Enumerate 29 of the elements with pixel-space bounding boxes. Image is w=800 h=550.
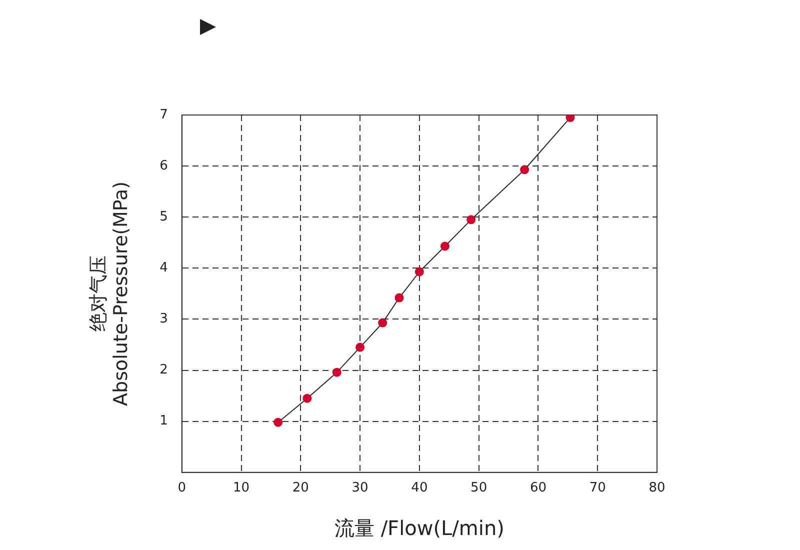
- y-tick-label: 7: [160, 107, 168, 122]
- point: [440, 242, 450, 251]
- x-tick-label: 20: [292, 480, 309, 496]
- x-axis-title: 流量 /Flow(L/min): [334, 516, 504, 540]
- y-tick-label: 2: [160, 362, 168, 378]
- y-axis-title: 绝对气压 Absolute-Pressure(MPa): [87, 181, 132, 406]
- x-tick-label: 80: [648, 480, 666, 496]
- point: [566, 115, 575, 122]
- x-tick-label: 0: [178, 480, 186, 496]
- x-tick-label: 70: [589, 480, 606, 496]
- point: [466, 215, 476, 224]
- y-tick-label: 6: [160, 158, 168, 174]
- x-tick-label: 50: [470, 480, 488, 496]
- x-tick-label: 30: [352, 480, 368, 496]
- point: [302, 394, 312, 403]
- point: [394, 293, 404, 302]
- point: [414, 267, 424, 276]
- point: [274, 418, 283, 427]
- x-tick-label: 40: [411, 480, 428, 496]
- y-tick-label: 3: [160, 312, 168, 327]
- point: [520, 165, 530, 174]
- y-tick-label: 1: [160, 414, 168, 429]
- point: [378, 318, 388, 328]
- y-tick-label: 4: [160, 260, 168, 276]
- x-tick-label: 60: [530, 480, 546, 496]
- y-tick-label: 5: [160, 209, 168, 224]
- x-tick-label: 10: [232, 480, 250, 496]
- point: [356, 342, 365, 352]
- point: [332, 368, 342, 377]
